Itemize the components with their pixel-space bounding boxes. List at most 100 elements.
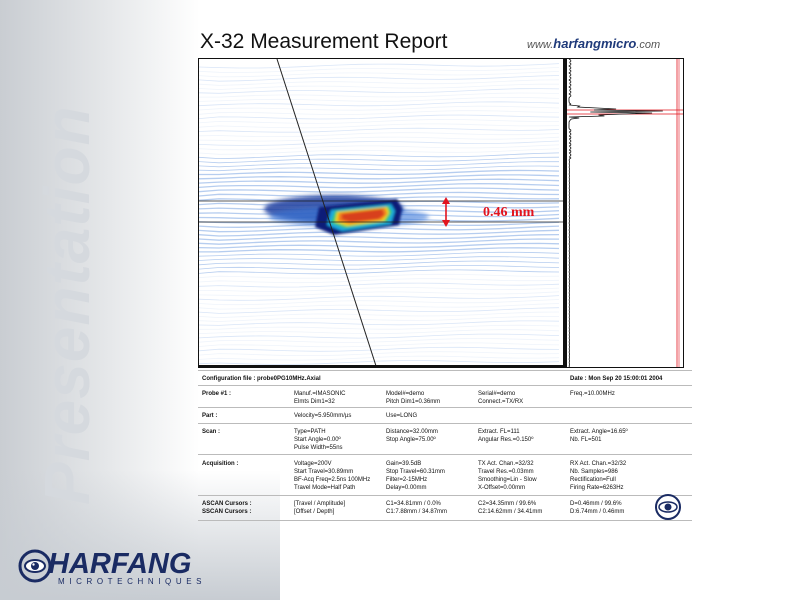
echo-stripe <box>199 152 560 160</box>
website-prefix: www. <box>527 39 554 51</box>
probe-c2-1: Pitch Dim1=0.36mm <box>386 399 441 405</box>
ascan-cursors-label: ASCAN Cursors : <box>202 501 252 507</box>
sscan-plot <box>199 59 563 368</box>
acq-c3-1: Travel Res.=0.03mm <box>478 469 534 475</box>
echo-stripe <box>199 114 560 120</box>
scan-c3-1: Angular Res.=0.150º <box>478 437 534 443</box>
echo-stripe <box>199 88 560 94</box>
echo-stripe <box>199 165 560 172</box>
echo-stripe <box>199 351 560 356</box>
echo-stripe <box>199 233 560 241</box>
logo-subtitle: MICROTECHNIQUES <box>58 577 207 586</box>
background-echo-stripes <box>199 63 560 365</box>
acq-c1-1: Start Travel=30.89mm <box>294 469 354 475</box>
echo-stripe <box>199 123 560 129</box>
echo-stripe <box>199 140 560 146</box>
probe-c1-1: Elmts Dim1=32 <box>294 399 335 405</box>
echo-stripe <box>199 260 560 266</box>
echo-stripe <box>199 118 560 124</box>
acq-c1-2: BF-Acq Freq=2.5ns 100MHz <box>294 477 371 483</box>
acq-c1-3: Travel Mode=Half Path <box>294 485 356 491</box>
echo-stripe <box>199 273 560 279</box>
sscan-cursors-c1: [Offset / Depth] <box>294 509 335 515</box>
acq-c4-0: RX Act. Chan.=32/32 <box>570 461 627 467</box>
echo-stripe <box>199 71 560 78</box>
echo-stripe <box>199 324 560 330</box>
echo-stripe <box>199 360 560 365</box>
acq-c3-3: X-Offset=0.00mm <box>478 485 526 491</box>
acq-c2-0: Gain=39.5dB <box>386 461 422 467</box>
scan-c3-0: Extract. FL=111 <box>478 429 520 435</box>
echo-stripe <box>199 247 560 253</box>
ascan-cursors-c1: [Travel / Amplitude] <box>294 501 346 507</box>
beam-cursor-line[interactable] <box>276 59 377 368</box>
acq-c4-3: Firing Rate=6263Hz <box>570 485 624 491</box>
echo-stripe <box>199 83 559 90</box>
echo-stripe <box>199 101 560 107</box>
scan-label: Scan : <box>202 429 221 435</box>
echo-stripe <box>199 79 560 86</box>
acq-c4-2: Rectification=Full <box>570 477 616 483</box>
echo-stripe <box>199 311 560 319</box>
config-file-text: Configuration file : probe0PG10MHz.Axial <box>202 376 321 382</box>
website-brand: harfangmicro <box>553 36 637 51</box>
website-link[interactable]: www.harfangmicro.com <box>527 36 660 51</box>
echo-stripe <box>199 315 560 322</box>
acq-c2-3: Delay=0.00mm <box>386 485 427 491</box>
thickness-measurement-label: 0.46 mm <box>483 205 535 220</box>
ascan-cursors-c2: C1=34.81mm / 0.0% <box>386 501 441 507</box>
acq-c2-1: Stop Travel=60.31mm <box>386 469 445 475</box>
echo-stripe <box>199 295 560 301</box>
echo-stripe <box>199 303 560 310</box>
echo-stripe <box>199 144 560 151</box>
bottom-gradient-band <box>0 470 280 600</box>
probe-c3-1: Connect.=TX/RX <box>478 399 524 405</box>
harfang-eye-small-icon <box>655 494 681 520</box>
ascan-cursors-c4: D=0.46mm / 99.6% <box>570 501 622 507</box>
ascan-plot <box>567 59 683 367</box>
acquisition-label: Acquisition : <box>202 461 239 467</box>
echo-stripe <box>199 278 560 284</box>
echo-stripe <box>199 287 560 292</box>
echo-stripe <box>199 329 560 335</box>
echo-stripe <box>199 191 560 198</box>
echo-stripe <box>199 333 560 339</box>
defect-indication <box>315 199 402 235</box>
echo-stripe <box>199 75 560 82</box>
echo-stripe <box>199 242 560 249</box>
echo-stripe <box>199 282 560 288</box>
website-suffix: .com <box>636 39 661 51</box>
sscan-cursors-label: SSCAN Cursors : <box>202 509 252 515</box>
echo-stripe <box>199 256 560 262</box>
echo-stripe <box>199 291 560 297</box>
echo-stripe <box>199 63 560 69</box>
echo-stripe <box>199 127 560 133</box>
report-date-text: Date : Mon Sep 20 15:00:01 2004 <box>570 376 663 382</box>
harfang-eye-logo-icon <box>18 549 52 583</box>
acq-c2-2: Filter=2-15MHz <box>386 477 428 483</box>
scan-c4-0: Extract. Angle=16.65º <box>570 429 628 435</box>
echo-stripe <box>199 92 560 98</box>
echo-stripe <box>199 169 560 176</box>
probe-c3-0: Serial#=demo <box>478 391 516 397</box>
scan-c2-0: Distance=32.00mm <box>386 429 438 435</box>
echo-stripe <box>199 355 560 361</box>
arrow-down-icon <box>442 220 450 227</box>
acq-c4-1: Nb. Samples=986 <box>570 469 618 475</box>
acq-c3-2: Smoothing=Lin - Slow <box>478 477 537 483</box>
acq-c1-0: Voltage=200V <box>294 461 332 467</box>
echo-stripe <box>199 238 560 245</box>
echo-stripe <box>199 105 560 111</box>
report-info-table: Configuration file : probe0PG10MHz.Axial… <box>198 370 692 524</box>
ascan-panel[interactable] <box>566 58 684 368</box>
ascan-waveform <box>568 59 663 367</box>
scan-c2-1: Stop Angle=75.00º <box>386 437 436 443</box>
echo-stripe <box>199 156 560 164</box>
echo-stripe <box>199 110 560 116</box>
echo-stripe <box>199 136 560 142</box>
sscan-cursors-c4: D:6.74mm / 0.46mm <box>570 509 625 515</box>
part-c2-0: Use=LONG <box>386 413 418 419</box>
ascan-cursors-c3: C2=34.35mm / 99.6% <box>478 501 537 507</box>
echo-stripe <box>199 265 560 270</box>
sscan-image-panel[interactable] <box>198 58 566 368</box>
